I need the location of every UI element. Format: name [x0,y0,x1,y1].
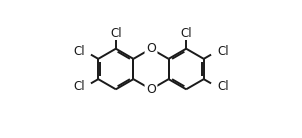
Text: Cl: Cl [180,27,192,40]
Text: Cl: Cl [217,80,229,93]
Text: Cl: Cl [110,27,122,40]
Text: Cl: Cl [73,45,85,58]
Text: O: O [146,83,156,96]
Text: O: O [146,42,156,55]
Text: Cl: Cl [217,45,229,58]
Text: Cl: Cl [73,80,85,93]
